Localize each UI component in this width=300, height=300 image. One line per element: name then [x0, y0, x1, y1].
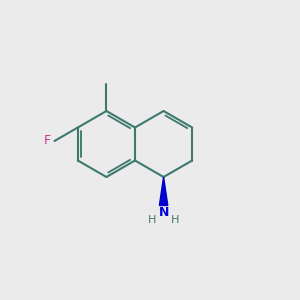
- Text: H: H: [171, 214, 179, 225]
- Text: N: N: [158, 206, 169, 220]
- Polygon shape: [159, 177, 168, 206]
- Text: F: F: [44, 134, 51, 148]
- Text: H: H: [148, 214, 156, 225]
